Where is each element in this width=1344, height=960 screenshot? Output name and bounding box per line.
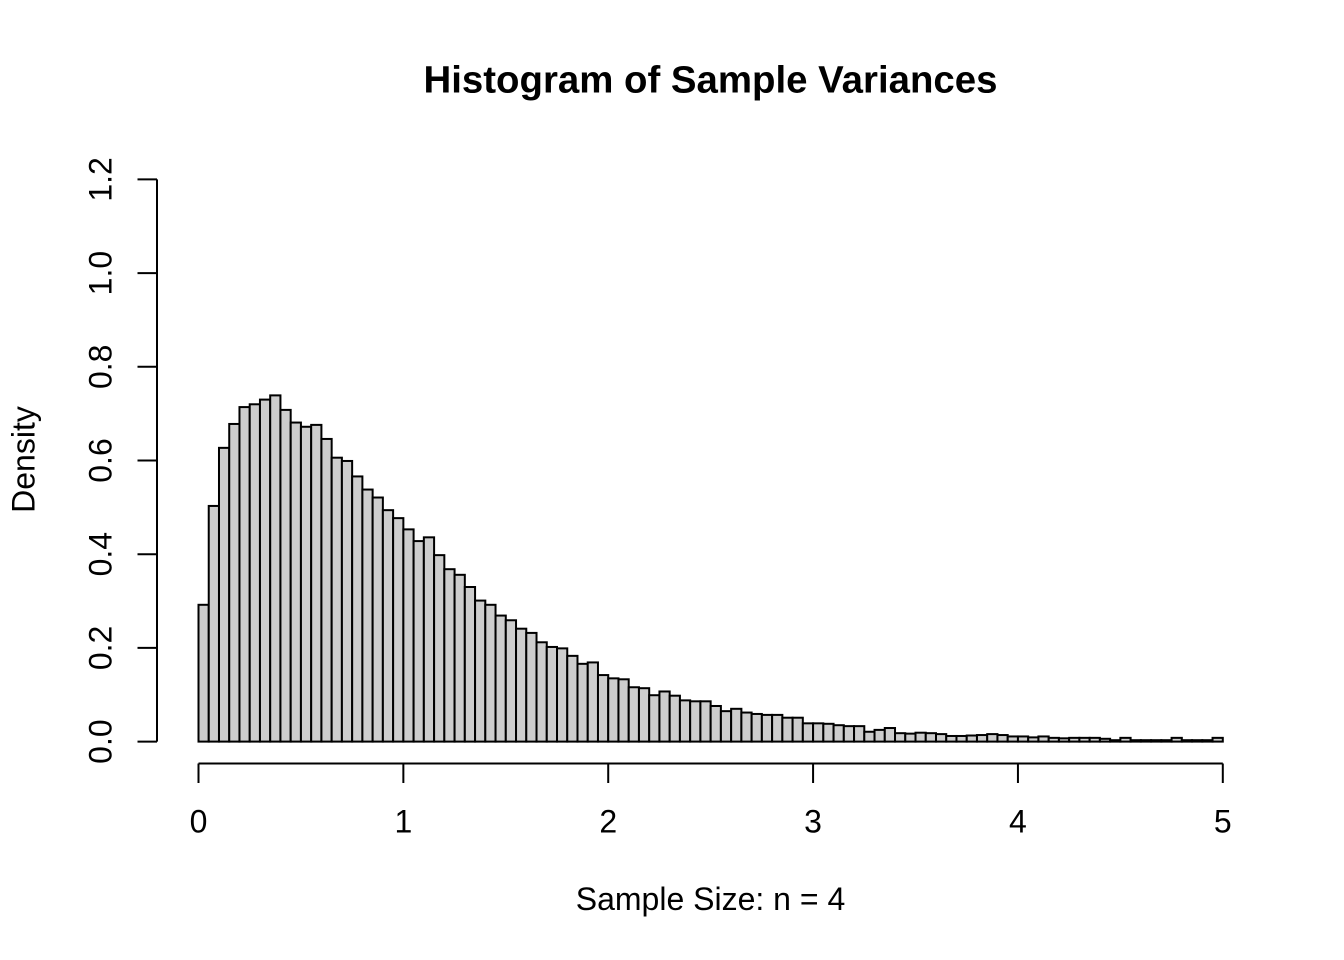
svg-text:0.2: 0.2 xyxy=(83,626,119,670)
svg-text:0.4: 0.4 xyxy=(83,532,119,576)
svg-text:0.0: 0.0 xyxy=(83,719,119,763)
svg-text:2: 2 xyxy=(599,803,617,839)
svg-text:Histogram of Sample Variances: Histogram of Sample Variances xyxy=(424,59,998,102)
svg-text:1.0: 1.0 xyxy=(83,251,119,295)
svg-text:0.8: 0.8 xyxy=(83,345,119,389)
svg-text:0: 0 xyxy=(190,803,208,839)
svg-text:Sample Size: n = 4: Sample Size: n = 4 xyxy=(576,881,845,917)
svg-text:1.2: 1.2 xyxy=(83,157,119,201)
svg-text:5: 5 xyxy=(1214,803,1232,839)
svg-text:Density: Density xyxy=(6,406,42,513)
svg-text:1: 1 xyxy=(394,803,412,839)
svg-text:0.6: 0.6 xyxy=(83,438,119,482)
svg-text:4: 4 xyxy=(1009,803,1027,839)
svg-text:3: 3 xyxy=(804,803,822,839)
